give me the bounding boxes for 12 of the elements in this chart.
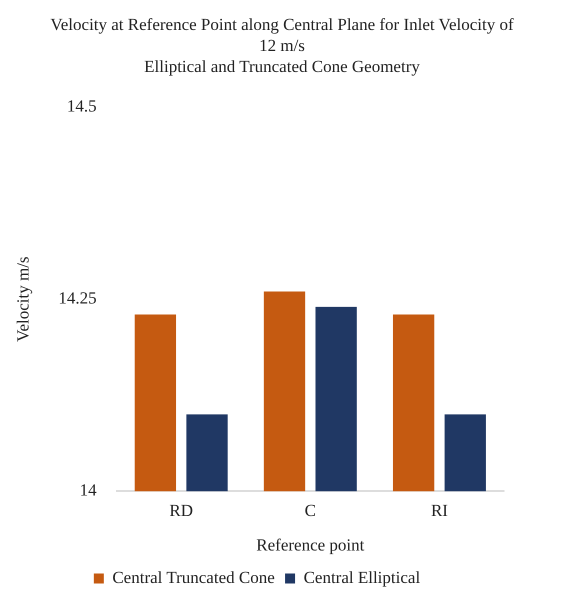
- legend-label: Central Truncated Cone: [112, 568, 275, 587]
- x-tick-label: RD: [169, 500, 194, 520]
- y-tick-label: 14: [80, 480, 98, 500]
- chart-title: Velocity at Reference Point along Central Plane for Inlet Velocity of 12 m/s: [49, 14, 515, 56]
- y-tick-label: 14.25: [58, 288, 97, 308]
- y-tick-label: 14.5: [66, 96, 97, 116]
- x-axis-title: Reference point: [256, 535, 365, 554]
- x-tick-label: C: [304, 500, 316, 520]
- x-tick-label: RI: [430, 500, 448, 520]
- y-axis-title: Velocity m/s: [14, 256, 33, 342]
- chart-subtitle: Elliptical and Truncated Cone Geometry: [143, 56, 421, 77]
- legend-label: Central Elliptical: [304, 568, 420, 587]
